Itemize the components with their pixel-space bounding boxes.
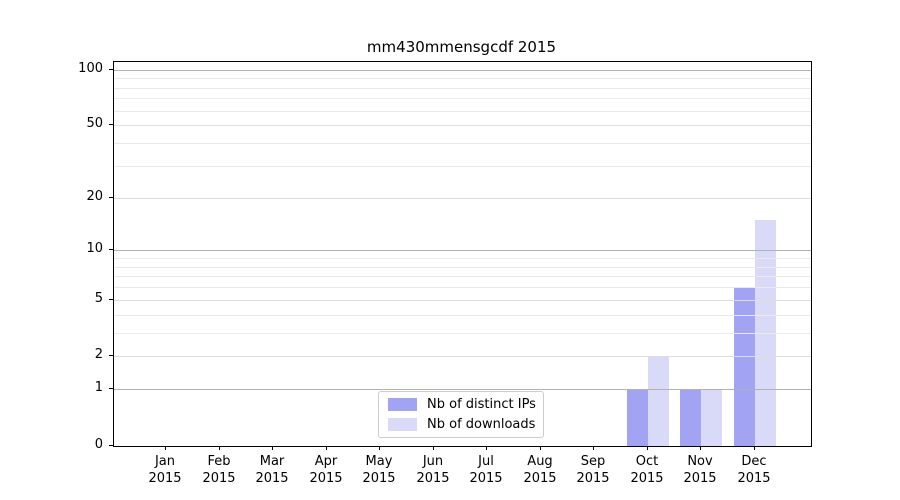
legend-entry-downloads: Nb of downloads [388,416,543,432]
x-tick-mark [433,446,434,450]
x-tick-label: Aug 2015 [523,454,557,486]
y-tick-label: 1 [94,380,103,395]
grid-line [114,143,811,144]
x-tick-label: Jun 2015 [416,454,450,486]
grid-line [114,389,811,390]
grid-line [114,276,811,277]
grid-line [114,198,811,199]
x-tick-mark [165,446,166,450]
legend: Nb of distinct IPs Nb of downloads [378,391,544,438]
grid-line [114,250,811,251]
grid-line [114,267,811,268]
legend-label-distinct-ips: Nb of distinct IPs [427,396,536,412]
x-tick-mark [219,446,220,450]
x-tick-label: Jul 2015 [469,454,503,486]
grid-line [114,300,811,301]
x-tick-label: Dec 2015 [737,454,771,486]
legend-label-downloads: Nb of downloads [427,416,536,432]
grid-line [114,287,811,288]
x-tick-mark [540,446,541,450]
y-tick-mark [109,299,113,300]
y-tick-mark [109,249,113,250]
grid-line [114,333,811,334]
grid-line [114,258,811,259]
legend-entry-distinct-ips: Nb of distinct IPs [388,396,543,412]
y-tick-label: 10 [86,241,103,256]
bar-distinct-ips [626,389,648,446]
y-tick-mark [109,197,113,198]
y-tick-mark [109,124,113,125]
y-tick-mark [109,388,113,389]
x-tick-label: May 2015 [362,454,396,486]
bar-downloads [701,389,722,446]
grid-line [114,78,811,79]
legend-swatch-distinct-ips [388,398,417,411]
grid-line [114,125,811,126]
y-tick-label: 50 [86,116,103,131]
x-tick-label: Mar 2015 [255,454,289,486]
y-tick-label: 20 [86,189,103,204]
x-tick-label: Jan 2015 [148,454,182,486]
grid-line [114,98,811,99]
x-tick-mark [326,446,327,450]
grid-line [114,88,811,89]
legend-swatch-downloads [388,418,417,431]
y-tick-mark [109,445,113,446]
x-tick-label: Oct 2015 [630,454,664,486]
grid-line [114,111,811,112]
x-tick-mark [593,446,594,450]
grid-line [114,166,811,167]
grid-line [114,70,811,71]
x-tick-label: Apr 2015 [309,454,343,486]
x-tick-mark [754,446,755,450]
bar-downloads [647,356,669,446]
x-tick-mark [272,446,273,450]
x-tick-mark [700,446,701,450]
x-tick-mark [379,446,380,450]
bar-distinct-ips [680,389,701,446]
bar-distinct-ips [733,287,755,446]
y-tick-label: 100 [78,61,103,76]
x-tick-label: Sep 2015 [576,454,610,486]
y-tick-label: 5 [94,291,103,306]
y-tick-label: 2 [94,347,103,362]
x-tick-mark [486,446,487,450]
grid-line [114,356,811,357]
y-tick-label: 0 [94,437,103,452]
y-tick-mark [109,69,113,70]
grid-line [114,315,811,316]
y-tick-mark [109,355,113,356]
x-tick-mark [647,446,648,450]
x-tick-label: Feb 2015 [202,454,236,486]
chart-title: mm430mmensgcdf 2015 [366,38,557,56]
plot-area [113,61,812,447]
x-tick-label: Nov 2015 [683,454,717,486]
